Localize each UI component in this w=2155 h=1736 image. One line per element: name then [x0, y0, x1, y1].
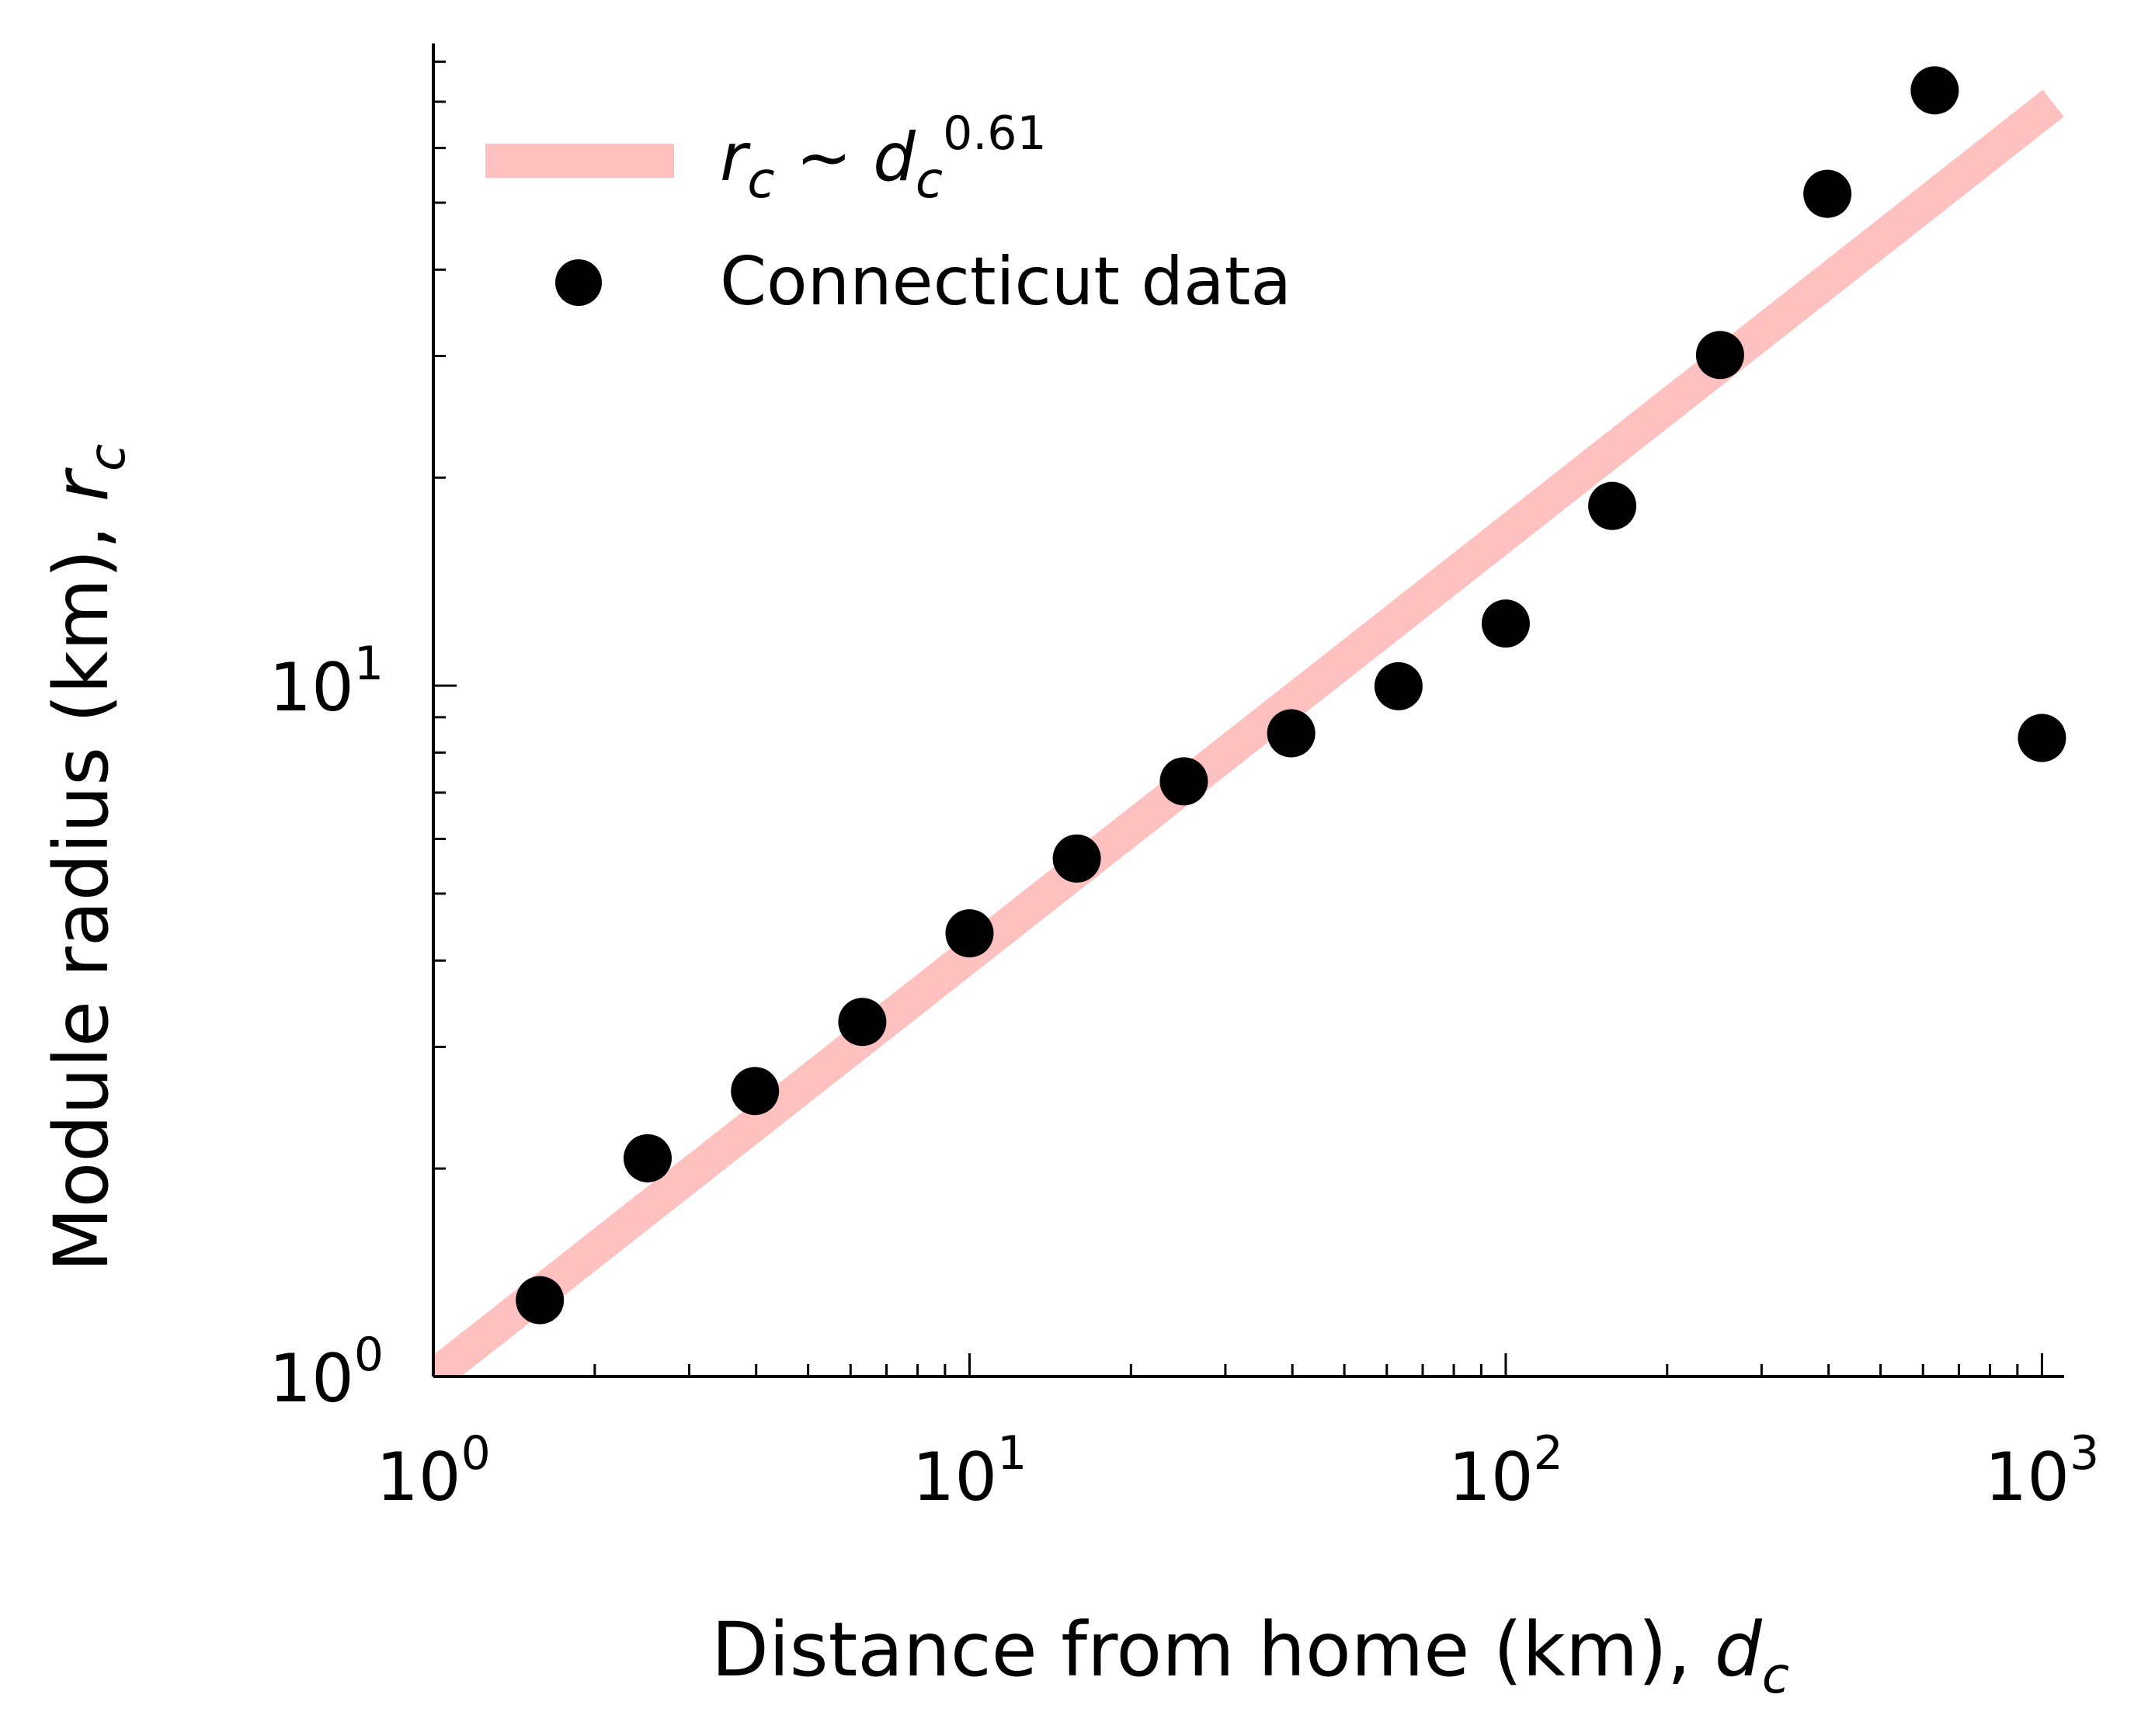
fit-line: [433, 89, 2064, 1377]
fit-line-layer: [433, 89, 2064, 1377]
data-point: [1159, 757, 1208, 806]
data-point: [1481, 599, 1530, 648]
legend-label-fit: rc ~ dc0.61: [720, 106, 1047, 210]
y-axis-label: Module radius (km), rc: [38, 444, 137, 1272]
x-axis-label: Distance from home (km), dc: [711, 1606, 1789, 1705]
y-tick-label: 100: [269, 1328, 384, 1418]
x-tick-label: 100: [376, 1426, 491, 1516]
data-point: [838, 998, 887, 1047]
data-point: [2018, 713, 2066, 762]
data-point: [945, 909, 994, 958]
data-point: [1910, 66, 1959, 115]
x-tick-label: 103: [1985, 1426, 2100, 1516]
data-point: [1588, 481, 1637, 530]
x-tick-label: 101: [912, 1426, 1027, 1516]
data-point: [731, 1067, 780, 1116]
data-point: [1267, 709, 1316, 758]
y-tick-label: 101: [269, 637, 384, 727]
tick-labels: 100 101 102 103 100 101: [269, 637, 2099, 1516]
axes: [432, 43, 2064, 1378]
legend-marker-data: [555, 259, 602, 306]
data-point: [516, 1276, 565, 1325]
x-tick-label: 102: [1448, 1426, 1563, 1516]
data-point: [1052, 834, 1101, 883]
legend: rc ~ dc0.61 Connecticut data: [485, 106, 1291, 321]
legend-label-data: Connecticut data: [720, 243, 1291, 321]
data-point: [1695, 331, 1744, 380]
data-point: [1374, 661, 1423, 710]
data-point: [1803, 169, 1852, 218]
data-point: [623, 1134, 672, 1182]
scatter-points: [516, 66, 2066, 1325]
